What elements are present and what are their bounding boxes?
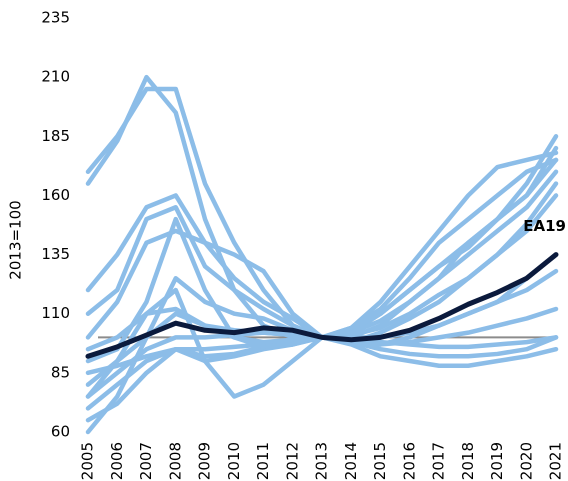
y-tick-label: 235 [41,9,70,27]
x-tick-label: 2008 [166,442,184,480]
series-line [85,335,559,411]
series-label: EA19 [523,217,566,235]
x-tick-label: 2014 [342,442,360,480]
x-tick-label: 2020 [517,442,535,480]
x-tick-label: 2006 [108,442,126,480]
x-tick-label: 2019 [488,442,506,480]
x-tick-label: 2015 [371,442,389,480]
y-tick-label: 160 [41,186,70,204]
y-tick-label: 210 [41,68,70,86]
y-tick-label: 110 [41,304,70,322]
series-line [85,252,559,359]
x-tick-label: 2009 [196,442,214,480]
x-tick-label: 2016 [400,442,418,480]
x-tick-label: 2012 [283,442,301,480]
y-axis-label: 2013=100 [7,200,25,279]
x-tick-label: 2007 [137,442,155,480]
x-tick-label: 2010 [225,442,243,480]
x-tick-label: 2021 [547,442,565,480]
y-tick-label: 60 [51,423,70,441]
y-tick-label: 185 [41,127,70,145]
x-tick-label: 2018 [459,442,477,480]
x-tick-label: 2005 [79,442,97,480]
x-tick-label: 2011 [254,442,272,480]
y-tick-label: 135 [41,245,70,263]
x-tick-label: 2017 [430,442,448,480]
series-line [85,335,559,423]
y-tick-label: 85 [51,363,70,381]
series-line [85,145,559,435]
x-tick-label: 2013 [313,442,331,480]
